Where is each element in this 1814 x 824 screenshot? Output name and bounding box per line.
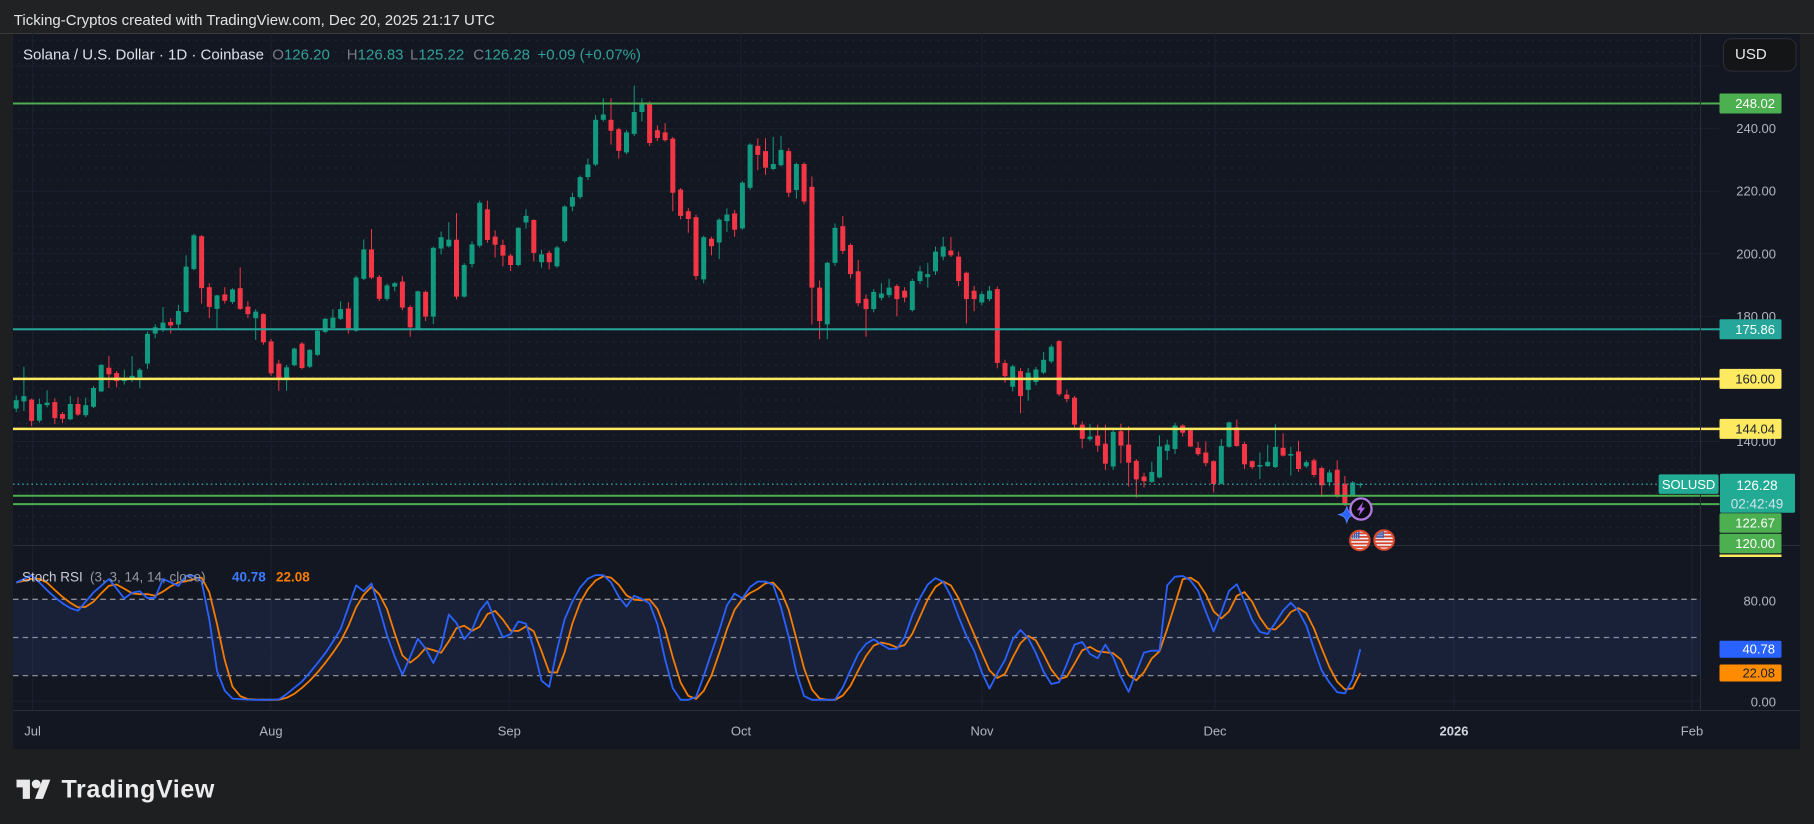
svg-text:220.00: 220.00 — [1736, 184, 1776, 199]
svg-text:40.78: 40.78 — [232, 570, 266, 585]
svg-text:Solana / U.S. Dollar · 1D · Co: Solana / U.S. Dollar · 1D · Coinbase — [23, 47, 264, 64]
svg-text:O126.20: O126.20 — [272, 47, 330, 64]
svg-text:2026: 2026 — [1440, 724, 1469, 739]
svg-text:80.00: 80.00 — [1743, 594, 1776, 609]
svg-text:22.08: 22.08 — [276, 570, 310, 585]
svg-text:126.28: 126.28 — [1736, 478, 1777, 493]
svg-text:Ticking-Cryptos created with T: Ticking-Cryptos created with TradingView… — [14, 12, 495, 29]
svg-text:C126.28: C126.28 — [473, 47, 530, 64]
svg-text:SOLUSD: SOLUSD — [1662, 477, 1715, 492]
svg-text:144.04: 144.04 — [1735, 421, 1775, 436]
svg-text:L125.22: L125.22 — [410, 47, 464, 64]
svg-text:120.00: 120.00 — [1735, 536, 1775, 551]
svg-text:USD: USD — [1735, 46, 1767, 63]
svg-text:248.02: 248.02 — [1735, 96, 1775, 111]
svg-text:175.86: 175.86 — [1735, 322, 1775, 337]
svg-text:Aug: Aug — [259, 724, 282, 739]
svg-text:Stoch RSI: Stoch RSI — [22, 570, 83, 585]
svg-text:Sep: Sep — [498, 724, 521, 739]
svg-text:40.78: 40.78 — [1742, 642, 1775, 657]
svg-text:02:42:49: 02:42:49 — [1731, 497, 1784, 512]
svg-text:200.00: 200.00 — [1736, 246, 1776, 261]
svg-text:0.00: 0.00 — [1751, 695, 1776, 710]
svg-text:122.67: 122.67 — [1735, 516, 1775, 531]
svg-text:160.00: 160.00 — [1735, 371, 1775, 386]
svg-text:Feb: Feb — [1681, 724, 1703, 739]
svg-text:240.00: 240.00 — [1736, 121, 1776, 136]
svg-text:H126.83: H126.83 — [347, 47, 404, 64]
svg-text:Jul: Jul — [24, 724, 41, 739]
svg-text:Nov: Nov — [970, 724, 994, 739]
svg-text:Oct: Oct — [731, 724, 752, 739]
svg-text:(3, 3, 14, 14, close): (3, 3, 14, 14, close) — [90, 570, 206, 585]
svg-text:22.08: 22.08 — [1742, 666, 1775, 681]
svg-text:TradingView: TradingView — [62, 776, 215, 804]
svg-text:+0.09 (+0.07%): +0.09 (+0.07%) — [538, 47, 641, 64]
svg-text:Dec: Dec — [1203, 724, 1227, 739]
